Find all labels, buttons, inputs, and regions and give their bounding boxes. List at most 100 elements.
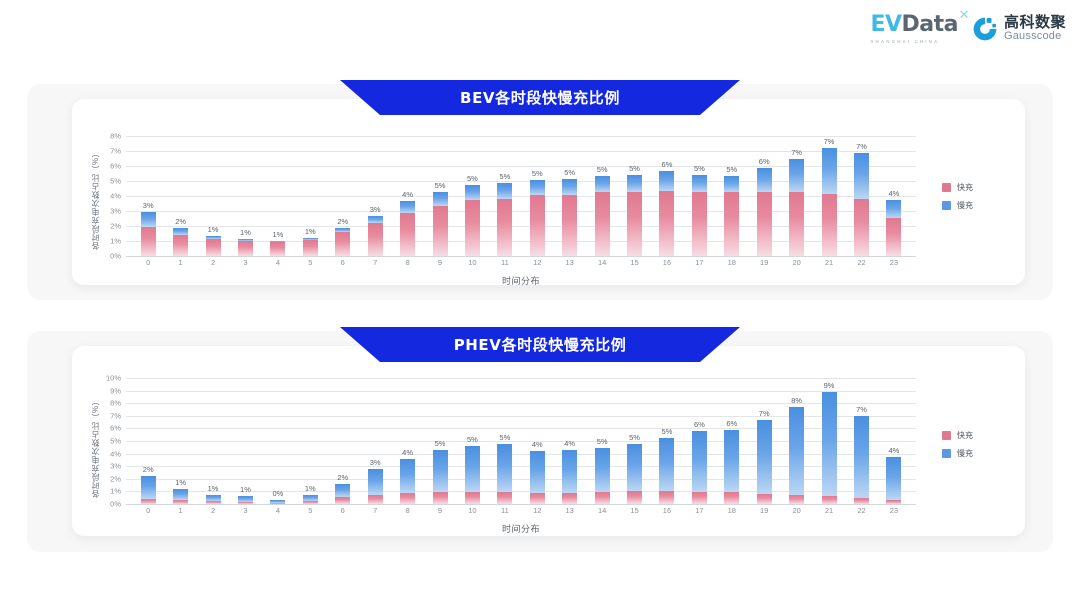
bar-slot[interactable]: 4% (391, 136, 423, 256)
legend-item-slow-phev[interactable]: 慢充 (942, 448, 973, 459)
bar-slot[interactable]: 5% (586, 378, 618, 504)
bar-segment-slow-charge[interactable] (173, 227, 189, 235)
bar-segment-fast-charge[interactable] (562, 492, 578, 504)
bar-segment-fast-charge[interactable] (140, 498, 156, 504)
bar-slot[interactable]: 4% (878, 136, 910, 256)
stacked-bar[interactable] (367, 215, 383, 256)
bar-slot[interactable]: 4% (391, 378, 423, 504)
stacked-bar[interactable] (464, 446, 480, 504)
stacked-bar[interactable] (497, 443, 513, 504)
bar-segment-fast-charge[interactable] (789, 191, 805, 256)
bar-slot[interactable]: 1% (294, 378, 326, 504)
bar-slot[interactable]: 8% (780, 378, 812, 504)
bar-slot[interactable]: 2% (327, 136, 359, 256)
bar-segment-fast-charge[interactable] (627, 491, 643, 504)
bar-segment-fast-charge[interactable] (886, 500, 902, 504)
bar-slot[interactable]: 4% (521, 378, 553, 504)
bar-segment-slow-charge[interactable] (821, 391, 837, 497)
stacked-bar[interactable] (205, 494, 221, 504)
bar-segment-slow-charge[interactable] (335, 483, 351, 498)
stacked-bar[interactable] (853, 415, 869, 504)
bar-segment-fast-charge[interactable] (335, 232, 351, 256)
bar-segment-fast-charge[interactable] (335, 497, 351, 504)
bar-segment-slow-charge[interactable] (886, 199, 902, 218)
stacked-bar[interactable] (400, 458, 416, 504)
stacked-bar[interactable] (173, 489, 189, 504)
bar-slot[interactable]: 5% (716, 136, 748, 256)
bar-segment-fast-charge[interactable] (691, 191, 707, 256)
bar-segment-slow-charge[interactable] (237, 495, 253, 502)
bar-slot[interactable]: 7% (748, 378, 780, 504)
bar-segment-slow-charge[interactable] (140, 476, 156, 499)
stacked-bar[interactable] (756, 168, 772, 256)
stacked-bar[interactable] (756, 419, 772, 504)
stacked-bar[interactable] (594, 447, 610, 504)
bar-slot[interactable]: 3% (132, 136, 164, 256)
bar-segment-slow-charge[interactable] (464, 184, 480, 200)
bar-segment-fast-charge[interactable] (821, 496, 837, 504)
bar-slot[interactable]: 5% (456, 136, 488, 256)
stacked-bar[interactable] (724, 429, 740, 504)
bar-segment-fast-charge[interactable] (724, 492, 740, 504)
bar-segment-fast-charge[interactable] (237, 501, 253, 504)
bar-segment-fast-charge[interactable] (756, 191, 772, 256)
bar-segment-fast-charge[interactable] (464, 492, 480, 504)
bar-segment-slow-charge[interactable] (400, 458, 416, 494)
bar-segment-fast-charge[interactable] (497, 199, 513, 256)
bar-slot[interactable]: 0% (262, 378, 294, 504)
stacked-bar[interactable] (562, 449, 578, 504)
stacked-bar[interactable] (529, 451, 545, 504)
stacked-bar[interactable] (789, 407, 805, 504)
stacked-bar[interactable] (464, 184, 480, 256)
stacked-bar[interactable] (497, 182, 513, 256)
bar-slot[interactable]: 3% (359, 378, 391, 504)
stacked-bar[interactable] (691, 175, 707, 256)
stacked-bar[interactable] (627, 175, 643, 256)
bar-slot[interactable]: 5% (553, 136, 585, 256)
stacked-bar[interactable] (594, 175, 610, 256)
bar-slot[interactable]: 7% (845, 378, 877, 504)
bar-segment-fast-charge[interactable] (821, 193, 837, 256)
bar-slot[interactable]: 2% (132, 378, 164, 504)
stacked-bar[interactable] (400, 200, 416, 256)
bar-segment-slow-charge[interactable] (367, 215, 383, 224)
bar-slot[interactable]: 5% (651, 378, 683, 504)
stacked-bar[interactable] (659, 437, 675, 504)
legend-item-fast-bev[interactable]: 快充 (942, 182, 973, 193)
stacked-bar[interactable] (270, 499, 286, 504)
bar-segment-slow-charge[interactable] (529, 451, 545, 493)
bar-slot[interactable]: 7% (845, 136, 877, 256)
bar-segment-fast-charge[interactable] (691, 491, 707, 504)
bar-slot[interactable]: 5% (424, 378, 456, 504)
bar-segment-fast-charge[interactable] (432, 205, 448, 256)
bar-slot[interactable]: 6% (651, 136, 683, 256)
legend-item-fast-phev[interactable]: 快充 (942, 430, 973, 441)
bar-segment-slow-charge[interactable] (853, 415, 869, 498)
bar-segment-fast-charge[interactable] (302, 239, 318, 256)
bar-segment-slow-charge[interactable] (205, 235, 221, 239)
stacked-bar[interactable] (562, 178, 578, 256)
bar-segment-slow-charge[interactable] (432, 192, 448, 206)
stacked-bar[interactable] (886, 199, 902, 256)
stacked-bar[interactable] (789, 159, 805, 256)
bar-slot[interactable]: 1% (197, 378, 229, 504)
bar-segment-slow-charge[interactable] (270, 499, 286, 503)
bar-segment-slow-charge[interactable] (497, 182, 513, 200)
bar-slot[interactable]: 4% (878, 378, 910, 504)
bar-segment-slow-charge[interactable] (789, 159, 805, 192)
bar-segment-slow-charge[interactable] (821, 148, 837, 194)
stacked-bar[interactable] (853, 152, 869, 256)
bar-segment-slow-charge[interactable] (691, 430, 707, 492)
bar-segment-fast-charge[interactable] (886, 217, 902, 256)
bar-segment-fast-charge[interactable] (400, 213, 416, 256)
bar-slot[interactable]: 5% (618, 136, 650, 256)
bar-segment-fast-charge[interactable] (756, 493, 772, 504)
bar-segment-slow-charge[interactable] (464, 446, 480, 493)
bar-segment-slow-charge[interactable] (691, 175, 707, 192)
bar-slot[interactable]: 1% (197, 136, 229, 256)
bar-slot[interactable]: 2% (164, 136, 196, 256)
bar-segment-fast-charge[interactable] (270, 241, 286, 256)
bar-segment-slow-charge[interactable] (562, 449, 578, 493)
bar-segment-slow-charge[interactable] (627, 443, 643, 492)
bar-segment-fast-charge[interactable] (529, 492, 545, 504)
